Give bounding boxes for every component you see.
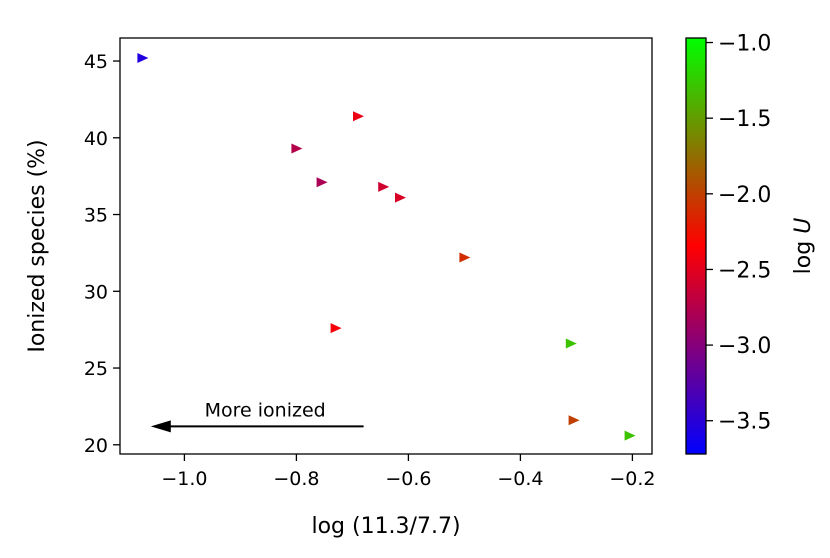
data-point bbox=[330, 323, 342, 334]
data-point bbox=[568, 415, 580, 426]
y-axis-ticks: 20 25 30 35 40 45 bbox=[84, 51, 120, 457]
colorbar-tick-label: −2.5 bbox=[718, 258, 771, 283]
data-point bbox=[378, 181, 390, 192]
data-points bbox=[137, 52, 636, 441]
x-tick-label: −0.4 bbox=[497, 468, 543, 490]
colorbar-tick-label: −1.0 bbox=[718, 32, 771, 57]
y-tick-label: 40 bbox=[84, 128, 108, 150]
data-point bbox=[395, 192, 406, 203]
colorbar bbox=[685, 37, 707, 455]
annotation-text: More ionized bbox=[205, 399, 326, 421]
y-tick-label: 25 bbox=[84, 358, 108, 380]
data-point bbox=[353, 111, 364, 122]
x-tick-label: −1.0 bbox=[161, 468, 207, 490]
plot-frame bbox=[119, 37, 653, 455]
colorbar-tick-label: −3.5 bbox=[718, 410, 771, 435]
colorbar-tick-label: −2.0 bbox=[718, 183, 771, 208]
annotation-group: More ionized bbox=[150, 399, 364, 433]
y-tick-label: 45 bbox=[84, 51, 108, 73]
data-point bbox=[137, 52, 149, 63]
x-tick-label: −0.2 bbox=[609, 468, 655, 490]
data-point bbox=[291, 143, 303, 154]
colorbar-label: log U bbox=[791, 218, 816, 275]
colorbar-tick-label: −1.5 bbox=[718, 107, 771, 132]
y-axis-label: Ionized species (%) bbox=[25, 139, 50, 352]
x-tick-label: −0.8 bbox=[273, 468, 319, 490]
colorbar-ticks: −1.0 −1.5 −2.0 −2.5 −3.0 −3.5 bbox=[706, 32, 771, 435]
data-point bbox=[316, 177, 328, 188]
annotation-arrow-head bbox=[150, 420, 171, 433]
y-tick-label: 20 bbox=[84, 435, 108, 457]
data-point bbox=[624, 430, 636, 441]
colorbar-tick-label: −3.0 bbox=[718, 334, 771, 359]
y-tick-label: 35 bbox=[84, 205, 108, 227]
x-tick-label: −0.6 bbox=[385, 468, 431, 490]
x-axis-ticks: −1.0 −0.8 −0.6 −0.4 −0.2 bbox=[161, 454, 655, 490]
colorbar-label-variable: U bbox=[791, 218, 816, 234]
data-point bbox=[459, 252, 471, 263]
data-point bbox=[565, 338, 577, 349]
x-axis-label: log (11.3/7.7) bbox=[311, 514, 460, 539]
colorbar-label-prefix: log bbox=[791, 241, 816, 275]
y-tick-label: 30 bbox=[84, 281, 108, 303]
